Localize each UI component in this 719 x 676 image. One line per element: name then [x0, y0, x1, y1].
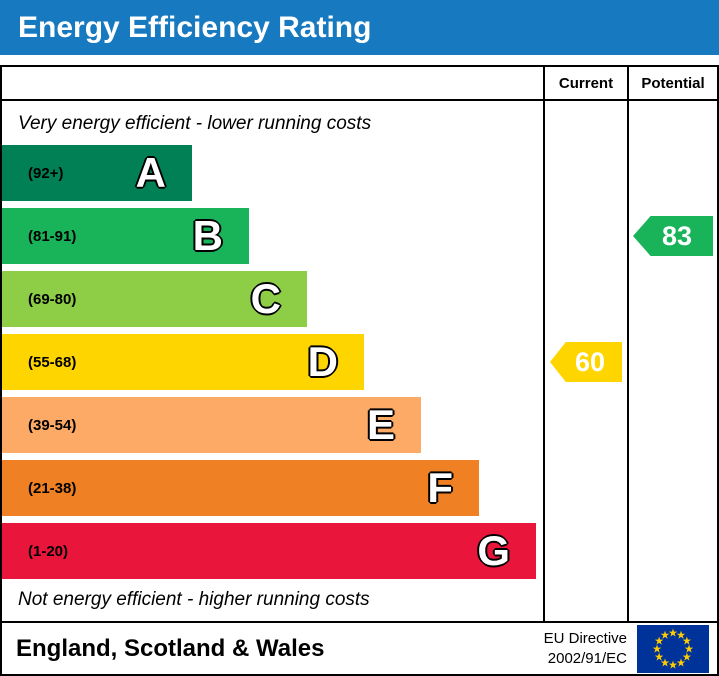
- eu-flag-icon: [637, 624, 709, 673]
- band-bar-b: (81-91) B: [2, 208, 249, 264]
- band-range-c: (69-80): [28, 290, 77, 308]
- current-rating-value: 60: [574, 346, 606, 377]
- chart-header-row: Current Potential: [2, 67, 717, 101]
- column-header-potential: Potential: [627, 67, 717, 99]
- energy-rating-chart: Current Potential Very energy efficient …: [0, 65, 719, 676]
- page-title: Energy Efficiency Rating: [0, 0, 719, 55]
- band-range-b: (81-91): [28, 227, 77, 245]
- band-bar-d: (55-68) D: [2, 334, 364, 390]
- band-range-a: (92+): [28, 164, 64, 182]
- bands-column: Very energy efficient - lower running co…: [2, 101, 543, 621]
- band-letter-d: D: [307, 338, 338, 385]
- eu-directive-line2: 2002/91/EC: [547, 649, 627, 667]
- band-bar-a: (92+) A: [2, 145, 192, 201]
- band-letter-a: A: [135, 149, 166, 196]
- band-bar-c: (69-80) C: [2, 271, 307, 327]
- band-bar-f: (21-38) F: [2, 460, 479, 516]
- band-bar-g: (1-20) G: [2, 523, 536, 579]
- band-range-e: (39-54): [28, 416, 77, 434]
- potential-rating-column: 83: [627, 101, 717, 621]
- chart-body: Very energy efficient - lower running co…: [2, 101, 717, 621]
- current-rating-column: 60: [543, 101, 627, 621]
- header-spacer: [2, 67, 543, 99]
- chart-footer: England, Scotland & Wales EU Directive 2…: [2, 621, 717, 674]
- band-letter-c: C: [250, 275, 281, 322]
- bottom-caption: Not energy efficient - higher running co…: [18, 589, 370, 610]
- eu-directive-label: EU Directive 2002/91/EC: [544, 629, 627, 669]
- eu-directive-line1: EU Directive: [543, 629, 627, 647]
- band-letter-b: B: [192, 212, 223, 259]
- band-range-d: (55-68): [28, 353, 77, 371]
- band-letter-g: G: [477, 527, 510, 574]
- region-label: England, Scotland & Wales: [16, 634, 325, 662]
- column-header-current: Current: [543, 67, 627, 99]
- band-letter-e: E: [366, 401, 395, 448]
- band-range-f: (21-38): [28, 479, 77, 497]
- potential-rating-value: 83: [661, 220, 693, 251]
- top-caption: Very energy efficient - lower running co…: [18, 113, 372, 134]
- current-rating-pointer: 60: [550, 342, 622, 382]
- potential-rating-pointer: 83: [633, 216, 713, 256]
- band-bar-e: (39-54) E: [2, 397, 421, 453]
- footer-right: EU Directive 2002/91/EC: [544, 624, 709, 673]
- band-range-g: (1-20): [28, 542, 69, 560]
- band-letter-f: F: [427, 464, 453, 511]
